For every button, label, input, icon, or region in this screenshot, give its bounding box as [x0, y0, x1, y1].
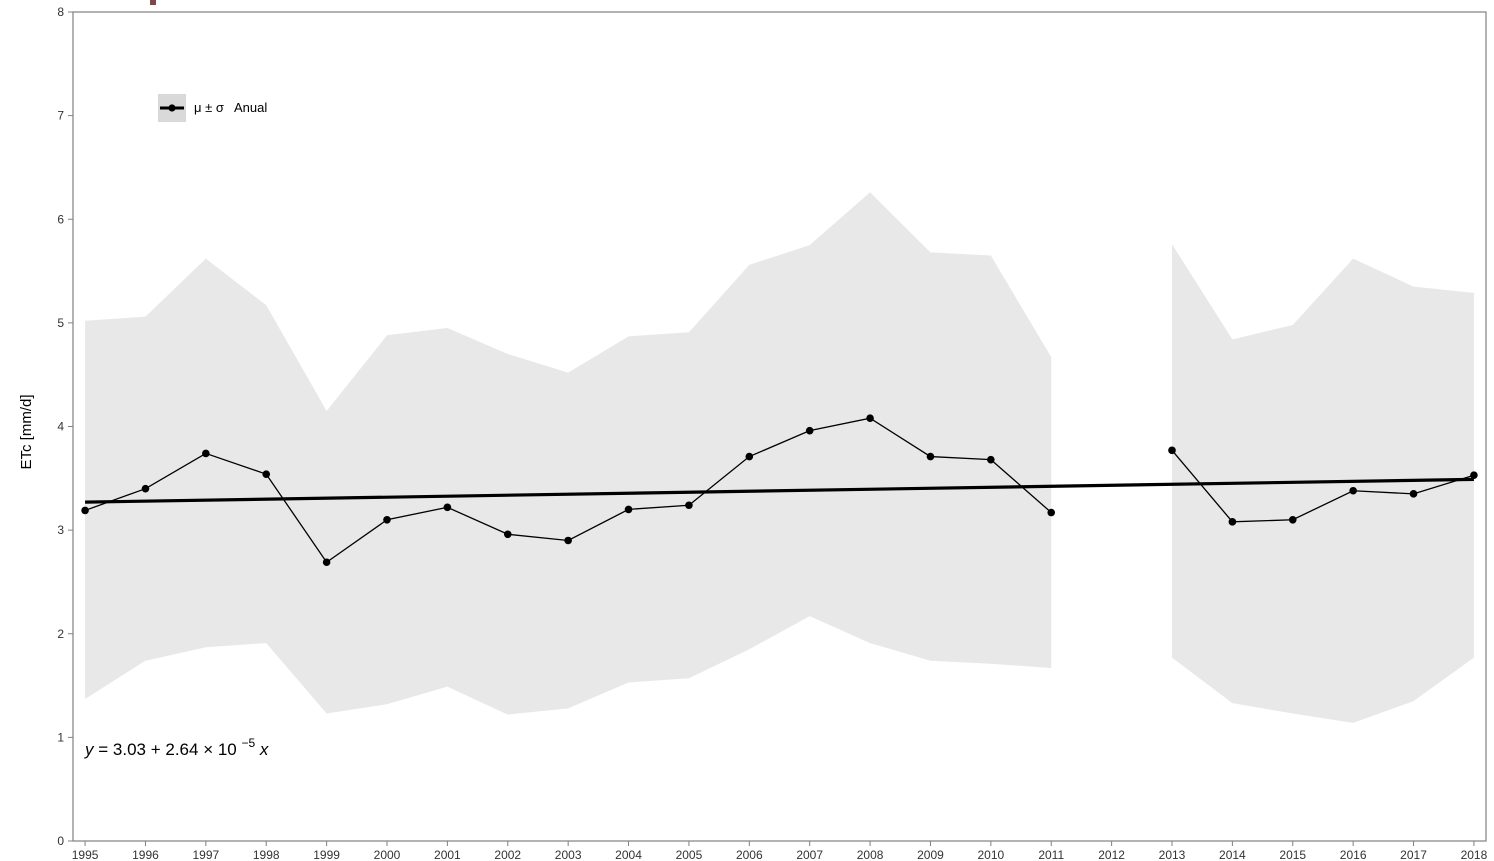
x-tick-label-2018: 2018: [1461, 848, 1488, 861]
x-tick-label-2013: 2013: [1159, 848, 1186, 861]
std-band-layer: [85, 192, 1474, 723]
y-tick-label-1: 1: [57, 730, 64, 744]
x-tick-label-2014: 2014: [1219, 848, 1246, 861]
mean-point-2014: [1228, 518, 1237, 526]
x-tick-label-2005: 2005: [676, 848, 703, 861]
mean-points-layer: [81, 414, 1478, 567]
x-tick-label-1999: 1999: [313, 848, 340, 861]
x-tick-label-2016: 2016: [1340, 848, 1367, 861]
x-tick-label-2001: 2001: [434, 848, 461, 861]
x-tick-label-2017: 2017: [1400, 848, 1427, 861]
mean-point-1996: [141, 484, 150, 493]
x-tick-label-1997: 1997: [192, 848, 219, 861]
eq-coef: 2.64: [165, 740, 198, 759]
mean-point-2010: [987, 455, 995, 464]
eq-x: x: [259, 740, 269, 759]
mean-point-1997: [202, 449, 210, 458]
x-tick-label-2009: 2009: [917, 848, 944, 861]
mean-point-2003: [564, 536, 572, 545]
y-tick-label-5: 5: [57, 316, 64, 330]
mean-point-2002: [503, 530, 512, 539]
y-tick-label-0: 0: [57, 834, 64, 848]
x-tick-label-1996: 1996: [132, 848, 159, 861]
mean-point-2008: [866, 414, 874, 423]
regression-equation: y = 3.03 + 2.64 × 10 −5 x: [84, 732, 269, 759]
mean-point-2004: [624, 505, 633, 514]
mean-point-2011: [1047, 508, 1056, 517]
x-tick-label-2002: 2002: [494, 848, 521, 861]
y-tick-label-2: 2: [57, 627, 64, 641]
mean-point-2007: [805, 426, 814, 435]
legend-label: Anual: [234, 100, 267, 115]
eq-y: y: [84, 740, 95, 759]
eq-intercept: = 3.03: [98, 740, 146, 759]
mean-point-2017: [1409, 490, 1418, 498]
trend-line-layer: [85, 477, 1474, 504]
x-tick-label-1995: 1995: [72, 848, 99, 861]
mean-point-2013: [1168, 446, 1176, 455]
mean-point-2015: [1288, 515, 1297, 524]
y-tick-label-7: 7: [57, 109, 64, 123]
x-tick-label-2008: 2008: [857, 848, 884, 861]
mean-line-segment-2: [1171, 449, 1475, 523]
y-tick-label-8: 8: [57, 5, 64, 19]
x-axis: 1995 1996 1997 1998 1999 2000 2001 2002 2003 2004…: [72, 841, 1488, 861]
x-tick-label-2012: 2012: [1098, 848, 1125, 861]
x-tick-label-2004: 2004: [615, 848, 642, 861]
y-tick-label-3: 3: [57, 523, 64, 537]
x-tick-label-2010: 2010: [977, 848, 1004, 861]
eq-times: × 10: [203, 740, 237, 759]
x-tick-label-2007: 2007: [796, 848, 823, 861]
mean-point-1998: [262, 470, 271, 478]
eq-exponent: −5: [242, 736, 256, 750]
mean-point-2009: [926, 452, 935, 461]
std-band-segment-2: [1172, 244, 1474, 723]
y-tick-label-4: 4: [57, 420, 64, 434]
x-tick-label-1998: 1998: [253, 848, 280, 861]
cropped-heading-fragment: [150, 0, 156, 5]
mean-point-2016: [1349, 486, 1357, 495]
mean-point-2006: [745, 452, 754, 461]
mean-point-1995: [81, 506, 89, 515]
std-band-segment-1: [85, 192, 1052, 715]
mean-point-2001: [443, 503, 452, 512]
mean-point-2000: [383, 515, 391, 524]
x-tick-label-2015: 2015: [1279, 848, 1306, 861]
y-tick-label-6: 6: [57, 212, 64, 226]
x-tick-label-2011: 2011: [1038, 848, 1064, 861]
y-axis: 0 1 2 3 4 5 6 7 8: [57, 5, 73, 848]
eq-plus: +: [151, 740, 166, 759]
y-axis-title: ETc [mm/d]: [18, 394, 35, 469]
mean-point-2018: [1470, 471, 1478, 480]
legend-symbol: μ ± σ: [194, 100, 224, 115]
legend-key-point: [168, 104, 176, 112]
x-tick-label-2003: 2003: [555, 848, 582, 861]
x-tick-label-2006: 2006: [736, 848, 763, 861]
legend: μ ± σ Anual: [158, 94, 267, 122]
x-tick-label-2000: 2000: [374, 848, 401, 861]
mean-point-1999: [322, 558, 331, 567]
trend-line: [85, 477, 1474, 504]
mean-point-2005: [685, 501, 693, 510]
